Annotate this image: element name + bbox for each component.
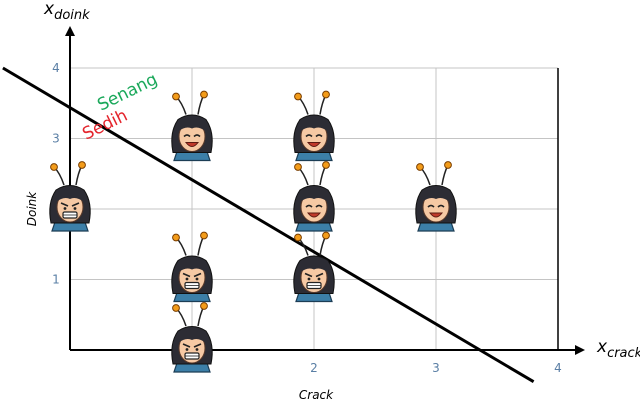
x-tick-label: 4 (554, 361, 562, 375)
y-tick-label: 4 (52, 61, 60, 75)
x-tick-label: 2 (310, 361, 318, 375)
sedih-face-marker (171, 231, 213, 303)
senang-face-marker (293, 161, 335, 232)
senang-face-marker (293, 90, 335, 162)
senang-face-marker (171, 90, 213, 162)
x-tick-label: 3 (432, 361, 440, 375)
y-axis-symbol: xdoink (43, 0, 90, 23)
sedih-face-marker (293, 231, 335, 303)
senang-region-label: Senang (94, 69, 160, 115)
sedih-face-marker (49, 161, 91, 232)
sedih-face-marker (171, 302, 213, 373)
x-axis-symbol: xcrack (596, 337, 640, 361)
decision-boundary-line (2, 66, 535, 384)
y-tick-label: 3 (52, 132, 60, 146)
senang-face-marker (415, 161, 457, 232)
tick-labels: 2 3 4 1 3 4 (52, 61, 562, 375)
y-axis-label: Doink (25, 191, 39, 227)
x-axis-label: Crack (299, 388, 334, 401)
y-tick-label: 1 (52, 273, 60, 287)
data-points (49, 90, 457, 373)
